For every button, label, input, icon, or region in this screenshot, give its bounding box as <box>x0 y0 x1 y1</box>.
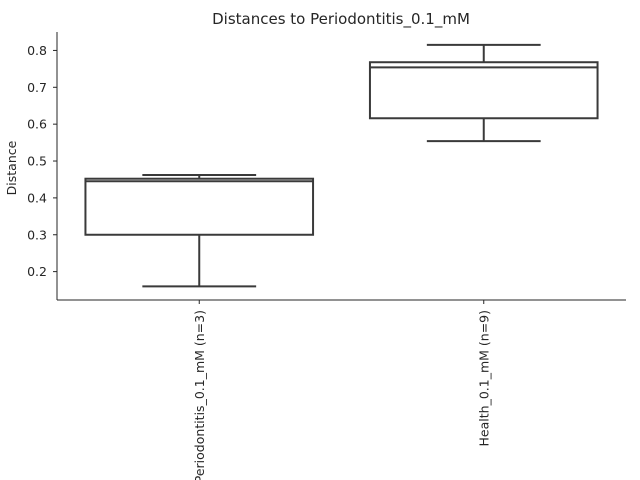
y-tick-label: 0.7 <box>27 80 47 95</box>
box-0 <box>84 174 315 288</box>
y-axis-ticks: 0.2 0.3 0.4 0.5 0.6 0.7 0.8 <box>27 43 57 279</box>
box-iqr <box>84 177 315 236</box>
y-tick-label: 0.6 <box>27 117 47 132</box>
boxes <box>84 43 599 288</box>
y-tick-label: 0.2 <box>27 264 47 279</box>
box-1 <box>368 43 599 143</box>
chart-title: Distances to Periodontitis_0.1_mM <box>212 10 470 29</box>
y-axis-label: Distance <box>4 140 19 195</box>
y-tick-label: 0.3 <box>27 227 47 242</box>
y-tick-label: 0.5 <box>27 154 47 169</box>
y-tick-label: 0.4 <box>27 190 47 205</box>
x-tick-label: Periodontitis_0.1_mM (n=3) <box>192 310 207 480</box>
y-tick-label: 0.8 <box>27 43 47 58</box>
x-tick-label: Health_0.1_mM (n=9) <box>476 310 491 446</box>
box-iqr <box>368 61 599 120</box>
x-axis-ticks: Periodontitis_0.1_mM (n=3) Health_0.1_mM … <box>192 300 491 480</box>
